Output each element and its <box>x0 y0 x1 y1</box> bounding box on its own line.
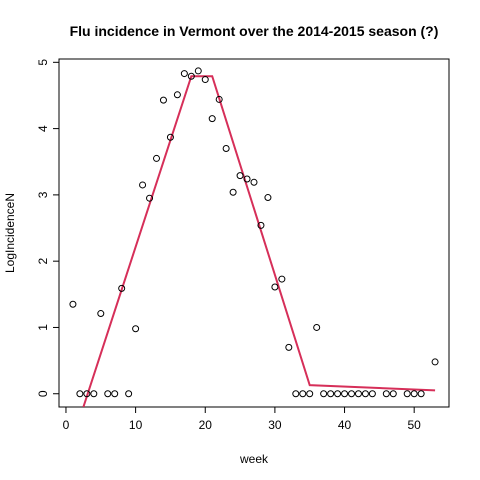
data-point <box>118 284 126 292</box>
data-point <box>173 91 181 99</box>
y-tick-label: 4 <box>36 125 50 132</box>
data-point <box>341 390 349 398</box>
data-point <box>180 70 188 78</box>
data-point <box>320 390 328 398</box>
y-tick-label: 1 <box>36 324 50 331</box>
points-layer <box>69 67 439 398</box>
y-tick-label: 0 <box>36 390 50 397</box>
data-point <box>111 390 119 398</box>
data-point <box>382 390 390 398</box>
data-point <box>215 95 223 103</box>
data-point <box>299 390 307 398</box>
data-point <box>76 390 84 398</box>
chart-title: Flu incidence in Vermont over the 2014-2… <box>70 23 439 39</box>
data-point <box>271 283 279 291</box>
data-point <box>139 181 147 189</box>
data-point <box>292 390 300 398</box>
data-point <box>132 325 140 333</box>
x-tick-label: 50 <box>407 418 421 432</box>
data-point <box>83 390 91 398</box>
data-point <box>348 390 355 398</box>
x-tick-label: 0 <box>63 418 70 432</box>
data-point <box>368 390 376 398</box>
x-axis-label: week <box>239 452 269 466</box>
x-tick-label: 30 <box>268 418 282 432</box>
data-point <box>222 144 230 152</box>
data-point <box>187 72 195 80</box>
data-point <box>361 390 369 398</box>
data-point <box>201 76 209 84</box>
data-point <box>243 175 251 183</box>
y-axis-label: LogIncidenceN <box>3 193 17 273</box>
data-point <box>417 390 425 398</box>
data-point <box>306 390 314 398</box>
x-axis: 0 10 20 30 40 50 <box>63 407 421 432</box>
x-tick-label: 10 <box>129 418 143 432</box>
data-point <box>208 115 216 123</box>
data-point <box>264 194 272 202</box>
data-point <box>97 310 105 318</box>
data-point <box>313 323 321 331</box>
data-point <box>410 390 418 398</box>
data-point <box>354 390 362 398</box>
data-point <box>257 221 265 229</box>
plot-frame <box>58 58 450 408</box>
x-tick-label: 40 <box>338 418 352 432</box>
data-point <box>278 275 286 283</box>
data-point <box>389 390 397 398</box>
y-tick-label: 5 <box>36 59 50 66</box>
data-point <box>104 390 112 398</box>
data-point <box>166 133 174 141</box>
data-point <box>403 390 411 398</box>
y-tick-label: 3 <box>36 191 50 198</box>
data-point <box>229 188 237 196</box>
fit-line-layer <box>82 75 436 407</box>
data-point <box>327 390 335 398</box>
data-point <box>194 67 202 75</box>
data-point <box>146 194 154 202</box>
y-axis: 0 1 2 3 4 5 <box>36 59 59 397</box>
data-point <box>250 178 258 186</box>
data-point <box>159 96 167 104</box>
y-tick-label: 2 <box>36 258 50 265</box>
data-point <box>431 358 439 366</box>
data-point <box>236 172 244 180</box>
data-point <box>153 154 160 162</box>
data-point <box>285 343 293 351</box>
data-point <box>90 390 98 398</box>
data-point <box>69 300 77 308</box>
fit-line <box>82 75 436 407</box>
data-point <box>125 390 133 398</box>
x-tick-label: 20 <box>199 418 213 432</box>
data-point <box>334 390 342 398</box>
